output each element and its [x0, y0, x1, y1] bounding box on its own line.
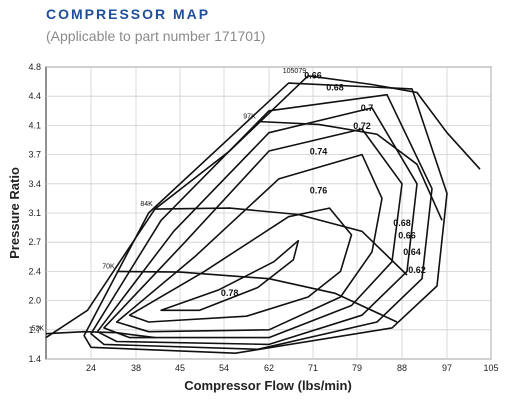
speed-line [257, 120, 443, 221]
efficiency-label: 0.66 [398, 231, 416, 241]
efficiency-label: 0.64 [403, 247, 421, 257]
y-tick-label: 3.7 [28, 150, 41, 160]
x-tick-label: 24 [86, 363, 96, 373]
x-tick-label: 62 [264, 363, 274, 373]
efficiency-island [83, 82, 448, 354]
y-tick-label: 1.4 [28, 354, 41, 364]
speed-line [116, 270, 398, 323]
y-tick-label: 4.8 [28, 62, 41, 72]
efficiency-label: 0.68 [326, 82, 344, 92]
efficiency-island [115, 153, 383, 333]
efficiency-island [90, 93, 433, 351]
speed-lines: 52K 70K 84K 97K 105079 [32, 68, 481, 339]
efficiency-labels: 0.66 0.68 0.7 0.72 0.74 0.76 0.78 0.68 0.66 0.64 0… [221, 71, 426, 299]
x-tick-label: 71 [308, 363, 318, 373]
x-tick-label: 45 [175, 363, 185, 373]
surge-line-path [45, 75, 309, 339]
chart-subtitle: (Applicable to part number 171701) [46, 28, 266, 44]
efficiency-label: 0.74 [310, 147, 328, 157]
y-tick-label: 3.4 [28, 179, 41, 189]
speed-line [307, 75, 481, 170]
efficiency-label: 0.62 [408, 265, 426, 275]
efficiency-label: 0.76 [310, 186, 328, 196]
efficiency-label: 0.72 [353, 121, 371, 131]
grid-lines [46, 66, 492, 360]
speed-line-label: 97K [243, 114, 256, 121]
efficiency-label: 0.7 [361, 103, 374, 113]
efficiency-label: 0.78 [221, 288, 239, 298]
speed-line [154, 207, 408, 276]
surge-line [45, 75, 309, 339]
y-tick-label: 2.4 [28, 266, 41, 276]
y-tick-labels: 1.4 1.7 2.0 2.4 2.7 3.1 3.4 3.7 4.1 4.4 4.8 [28, 62, 41, 364]
y-tick-label: 1.7 [28, 325, 41, 335]
x-tick-label: 38 [131, 363, 141, 373]
speed-line-label: 52K [32, 326, 45, 333]
x-tick-label: 54 [219, 363, 229, 373]
speed-line-label: 70K [102, 263, 115, 270]
efficiency-island [103, 128, 403, 339]
chart-title: COMPRESSOR MAP [46, 6, 211, 22]
x-tick-label: 105 [483, 363, 498, 373]
efficiency-island [128, 207, 353, 323]
speed-line [45, 330, 156, 339]
y-tick-label: 2.0 [28, 296, 41, 306]
y-tick-label: 4.1 [28, 120, 41, 130]
efficiency-label: 0.66 [304, 71, 322, 81]
speed-line-label: 84K [140, 201, 153, 208]
y-tick-label: 4.4 [28, 91, 41, 101]
y-axis-label: Pressure Ratio [7, 167, 22, 259]
x-axis-label: Compressor Flow (lbs/min) [184, 378, 352, 393]
efficiency-island [160, 239, 300, 312]
speed-line-label: 105079 [283, 68, 306, 75]
y-tick-label: 3.1 [28, 208, 41, 218]
x-tick-label: 97 [442, 363, 452, 373]
efficiency-islands [83, 82, 448, 354]
x-tick-labels: 24 38 45 54 62 71 79 88 97 105 [86, 363, 499, 373]
x-tick-label: 88 [397, 363, 407, 373]
y-tick-label: 2.7 [28, 237, 41, 247]
efficiency-island [96, 107, 418, 346]
x-tick-label: 79 [352, 363, 362, 373]
efficiency-label: 0.68 [393, 218, 411, 228]
